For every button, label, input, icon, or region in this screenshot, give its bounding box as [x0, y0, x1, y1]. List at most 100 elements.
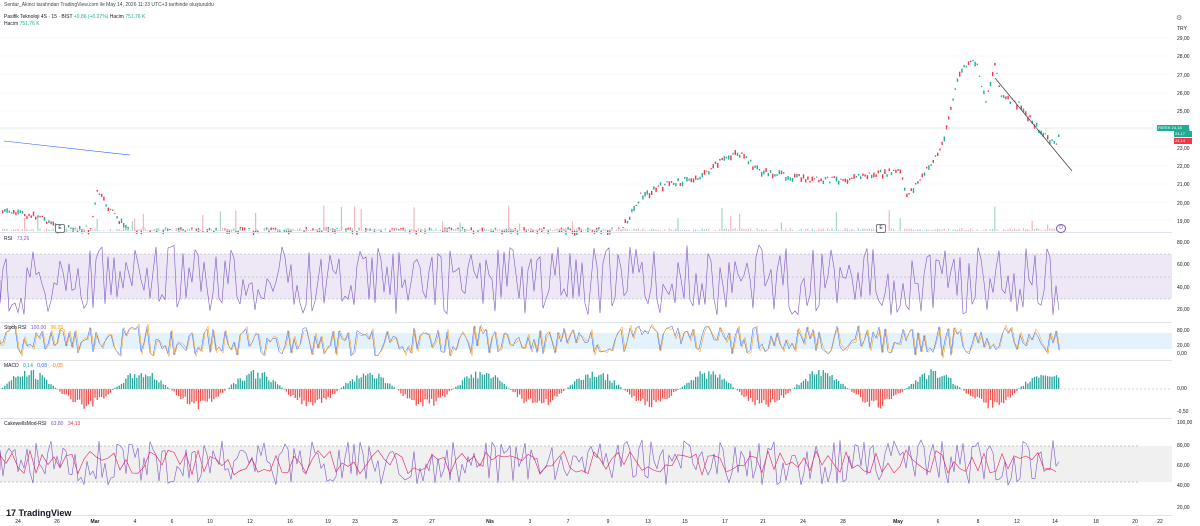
volume-bar — [851, 228, 853, 231]
pane-separator[interactable] — [0, 232, 1172, 233]
earnings-badge[interactable]: E — [55, 224, 65, 233]
price-candle — [818, 179, 820, 183]
price-candle — [710, 168, 712, 170]
volume-bar — [424, 228, 426, 231]
price-candle — [169, 228, 171, 231]
macd-histogram-bar — [532, 389, 534, 404]
macd-histogram-bar — [70, 389, 72, 400]
price-candle — [721, 157, 723, 161]
price-candle — [932, 159, 934, 163]
macd-histogram-bar — [512, 389, 514, 392]
volume-bar — [800, 228, 802, 231]
volume-bar — [125, 228, 127, 231]
macd-histogram-bar — [761, 389, 763, 403]
volume-bar — [26, 228, 28, 231]
volume-bar — [818, 228, 820, 231]
volume-bar — [1009, 228, 1011, 231]
macd-histogram-bar — [180, 389, 182, 400]
dividend-badge[interactable]: D — [1056, 224, 1066, 233]
volume-bar — [730, 215, 732, 231]
volume-bar — [184, 229, 186, 231]
price-candle — [681, 181, 684, 187]
price-candle — [380, 230, 382, 233]
price-candle — [785, 177, 787, 181]
volume-bar — [684, 229, 686, 231]
earnings-badge[interactable]: E — [876, 224, 886, 233]
volume-bar — [393, 229, 395, 231]
price-candle — [28, 213, 30, 217]
macd-histogram-bar — [382, 377, 384, 389]
volume-bar — [959, 228, 961, 231]
volume-bar — [965, 230, 967, 231]
volume-bar — [200, 229, 202, 231]
macd-histogram-bar — [415, 389, 417, 406]
price-candle — [857, 173, 860, 176]
volume-bar — [398, 229, 400, 231]
macd-histogram-bar — [618, 384, 620, 389]
rsi-legend[interactable]: RSI 73,26 — [4, 236, 32, 242]
macd-histogram-bar — [1049, 376, 1051, 389]
volume-bar — [310, 229, 312, 231]
volume-bar — [668, 228, 670, 231]
macd-histogram-bar — [68, 389, 70, 396]
volume-bar — [1038, 228, 1040, 231]
macd-histogram-bar — [162, 384, 164, 389]
volume-bar — [525, 229, 527, 231]
price-candle — [1016, 104, 1018, 110]
volume-bar — [983, 230, 985, 231]
macd-histogram-bar — [30, 370, 32, 389]
macd-histogram-bar — [1040, 374, 1042, 389]
macd-histogram-bar — [85, 389, 87, 407]
pane-separator[interactable] — [0, 360, 1172, 361]
price-candle — [389, 229, 391, 233]
price-candle — [783, 172, 785, 174]
pane-separator[interactable] — [0, 322, 1172, 323]
price-candle — [732, 152, 734, 155]
macd-histogram-bar — [602, 373, 604, 389]
price-candle — [809, 180, 811, 183]
tradingview-logo[interactable]: 17 TradingView — [6, 508, 71, 518]
price-candle — [125, 224, 127, 230]
volume-bar — [699, 230, 701, 231]
price-candle — [1027, 116, 1029, 122]
drawing-line — [3, 140, 131, 156]
settings-icon[interactable]: ⚙ — [1176, 15, 1183, 22]
macd-histogram-bar — [860, 389, 862, 398]
macd-histogram-bar — [1022, 385, 1025, 389]
volume-bar — [981, 230, 983, 231]
price-candle — [860, 176, 862, 180]
volume-bar — [796, 230, 798, 231]
macd-histogram-bar — [492, 377, 494, 389]
pane-separator[interactable] — [0, 418, 1172, 419]
volume-bar — [512, 228, 514, 231]
volume-bar — [831, 228, 833, 231]
macd-histogram-bar — [164, 384, 167, 389]
volume-bar — [849, 230, 851, 231]
price-candle — [838, 180, 840, 185]
price-candle — [10, 212, 13, 214]
volume-bar — [435, 228, 437, 231]
currency-label[interactable]: TRY — [1177, 26, 1187, 32]
volume-bar — [151, 230, 153, 231]
macd-tick: 0,00 — [1177, 386, 1187, 392]
macd-legend[interactable]: MACD 0,14 0,08 -0,05 — [4, 363, 66, 369]
price-candle — [648, 193, 651, 198]
price-tick: 21,00 — [1177, 182, 1190, 189]
volume-bar — [866, 228, 868, 231]
price-candle — [72, 227, 74, 233]
macd-histogram-bar — [257, 372, 259, 389]
volume-row[interactable]: Hacim 751,76 K — [4, 21, 40, 27]
macd-histogram-bar — [723, 378, 725, 389]
volume-bar — [719, 228, 721, 231]
macd-histogram-bar — [354, 381, 356, 389]
symbol-name[interactable]: Pasifik Teknoloji 4S · 15 · BIST — [4, 14, 73, 20]
custom-rsi-legend[interactable]: CakewellsMod-RSI 63,80 34,13 — [4, 421, 83, 427]
macd-histogram-bar — [992, 389, 994, 408]
stoch-legend[interactable]: Stoch RSI 100,00 96,05 — [4, 325, 66, 331]
macd-histogram-bar — [327, 389, 329, 397]
price-candle — [1007, 95, 1009, 100]
price-candle — [923, 172, 926, 176]
macd-histogram-bar — [1055, 375, 1058, 389]
volume-bar — [349, 228, 351, 231]
